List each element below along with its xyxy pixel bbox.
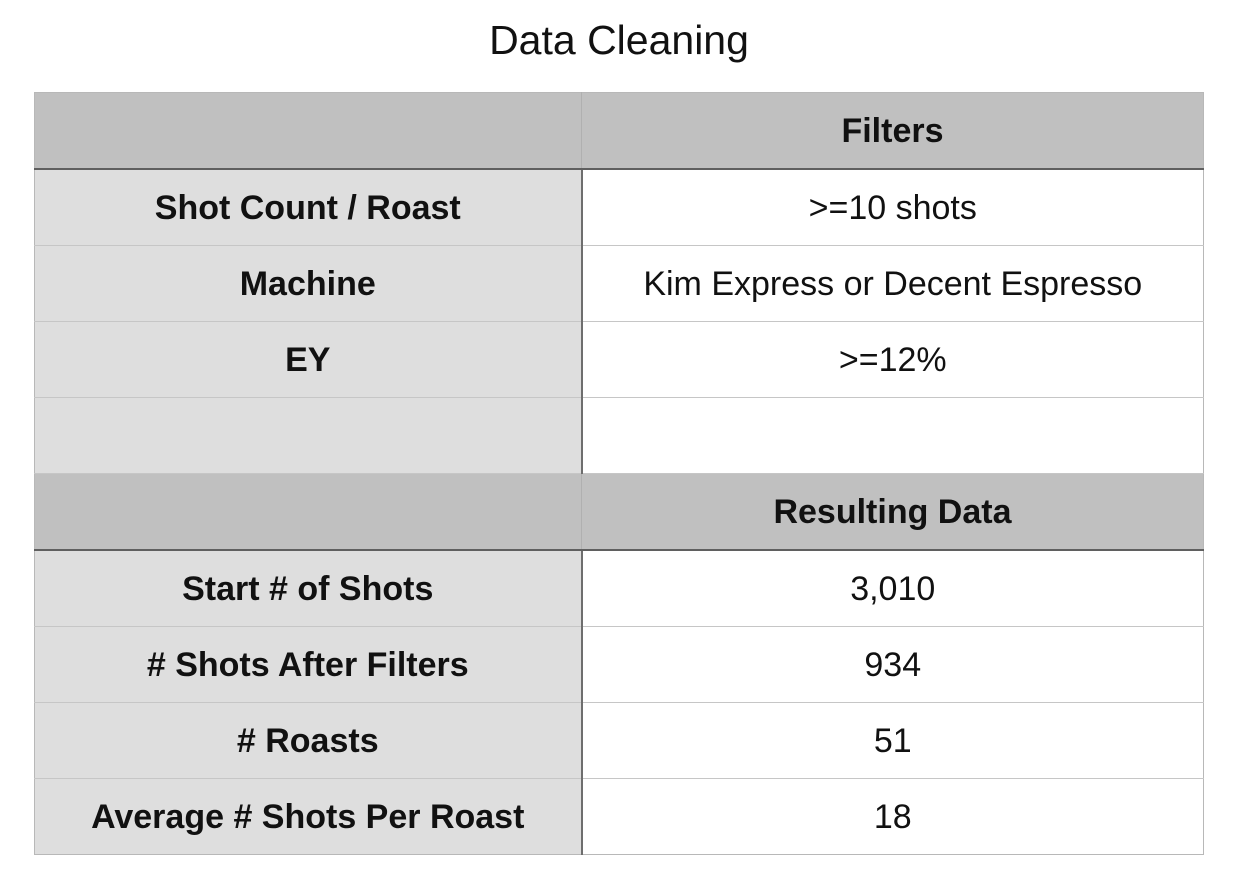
row-label: # Shots After Filters [34, 626, 583, 703]
table-row: Average # Shots Per Roast 18 [34, 778, 1204, 855]
table-row: Shot Count / Roast >=10 shots [34, 168, 1204, 246]
row-value: 51 [581, 702, 1204, 779]
table-row-empty [34, 397, 1204, 474]
results-header: Resulting Data [581, 473, 1204, 551]
row-label [34, 397, 583, 474]
table-row: # Shots After Filters 934 [34, 626, 1204, 703]
results-header-row: Resulting Data [34, 473, 1204, 551]
row-value [581, 397, 1204, 474]
row-value: 18 [581, 778, 1204, 855]
row-label: Average # Shots Per Roast [34, 778, 583, 855]
filters-header: Filters [581, 92, 1204, 170]
row-label: Machine [34, 245, 583, 322]
row-value: >=12% [581, 321, 1204, 398]
row-label: Start # of Shots [34, 549, 583, 627]
page-title: Data Cleaning [489, 17, 749, 63]
filters-header-label [34, 92, 582, 170]
row-label: # Roasts [34, 702, 583, 779]
table-row: Machine Kim Express or Decent Espresso [34, 245, 1204, 322]
row-value: >=10 shots [581, 168, 1204, 246]
table-row: EY >=12% [34, 321, 1204, 398]
table-row: # Roasts 51 [34, 702, 1204, 779]
results-header-label [34, 473, 582, 551]
row-value: Kim Express or Decent Espresso [581, 245, 1204, 322]
data-cleaning-table: Filters Shot Count / Roast >=10 shots Ma… [34, 92, 1204, 855]
table-row: Start # of Shots 3,010 [34, 549, 1204, 627]
filters-header-row: Filters [34, 92, 1204, 170]
row-value: 3,010 [581, 549, 1204, 627]
row-label: EY [34, 321, 583, 398]
row-value: 934 [581, 626, 1204, 703]
row-label: Shot Count / Roast [34, 168, 583, 246]
